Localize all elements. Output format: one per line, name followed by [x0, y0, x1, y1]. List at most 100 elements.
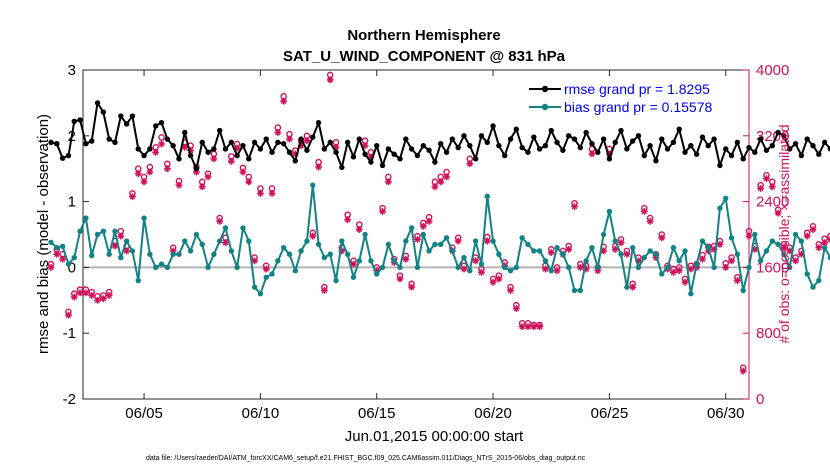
rmse-point	[71, 118, 77, 125]
rmse-point	[583, 129, 589, 136]
bias-point	[693, 261, 700, 267]
obs-assimilated-point	[542, 265, 549, 273]
rmse-point	[693, 151, 700, 157]
bias-point	[403, 238, 409, 244]
obs-assimilated-point	[524, 323, 532, 331]
rmse-point	[647, 142, 653, 149]
bias-point	[536, 248, 543, 254]
bias-point	[292, 267, 298, 274]
bias-point	[589, 244, 595, 251]
rmse-point	[141, 152, 147, 159]
x-tick-label: 06/05	[125, 405, 163, 422]
bias-point	[123, 238, 130, 244]
bias-point	[350, 274, 357, 280]
bias-point	[816, 277, 822, 284]
obs-assimilated-point	[716, 240, 724, 248]
bias-point	[222, 225, 229, 231]
bias-point	[414, 264, 421, 271]
bias-point	[606, 208, 613, 215]
obs-assimilated-point	[76, 289, 84, 297]
rmse-point	[728, 152, 735, 159]
rmse-point	[664, 146, 671, 152]
obs-assimilated-point	[402, 255, 410, 263]
bias-point	[455, 264, 461, 271]
obs-assimilated-point	[146, 168, 154, 176]
bias-point	[118, 254, 124, 261]
y-tick-label: 1	[68, 194, 76, 211]
rmse-point	[699, 134, 706, 140]
rmse-point	[228, 139, 235, 146]
bias-point	[199, 241, 205, 248]
obs-assimilated-point	[518, 323, 526, 331]
bias-point	[641, 254, 647, 261]
rmse-point	[467, 142, 473, 149]
bias-point	[397, 264, 403, 271]
obs-assimilated-point	[472, 257, 480, 265]
bias-point	[548, 267, 554, 274]
bias-point	[443, 235, 450, 241]
rmse-point	[182, 129, 188, 136]
bias-point	[775, 241, 781, 248]
obs-assimilated-point	[262, 265, 270, 273]
bias-point	[379, 264, 386, 271]
bias-point	[153, 264, 159, 271]
rmse-point	[257, 146, 264, 152]
bias-point	[164, 264, 171, 271]
obs-assimilated-point	[82, 289, 90, 297]
bias-point	[554, 244, 560, 251]
obs-assimilated-point	[739, 367, 747, 375]
obs-possible-point	[827, 232, 830, 240]
obs-assimilated-point	[483, 237, 491, 245]
bias-point	[484, 193, 490, 200]
y2-tick-label: 800	[756, 325, 781, 342]
bias-point	[321, 254, 328, 261]
bias-point	[664, 264, 671, 271]
rmse-point	[147, 146, 153, 152]
obs-assimilated-point	[699, 255, 706, 263]
bias-point	[542, 258, 549, 264]
rmse-point	[723, 146, 729, 152]
obs-assimilated-point	[786, 247, 794, 255]
bias-point	[205, 264, 211, 271]
rmse-point	[781, 133, 787, 139]
x-axis: 06/05 06/10 06/15 06/20 06/25 06/30	[125, 70, 745, 422]
obs-assimilated-point	[431, 183, 439, 191]
bias-point	[787, 264, 793, 271]
rmse-point	[374, 142, 380, 149]
y-tick-label: 3	[68, 62, 76, 79]
bias-point	[65, 261, 72, 267]
obs-assimilated-point	[239, 168, 247, 176]
obs-assimilated-point	[320, 287, 328, 294]
rmse-point	[472, 156, 479, 162]
obs-assimilated-point	[344, 216, 352, 224]
rmse-point	[403, 136, 409, 142]
obs-assimilated-point	[355, 226, 363, 233]
bias-point	[676, 258, 682, 264]
rmse-point	[449, 136, 456, 142]
legend: rmse grand pr = 1.8295 bias grand pr = 0…	[529, 81, 712, 115]
y2-tick-label: 3200	[756, 128, 789, 145]
bias-point	[723, 195, 729, 202]
bias-point	[408, 225, 415, 231]
y2-axis-label: # of obs: o=possible; ×=assimilated	[776, 124, 792, 343]
obs-assimilated-point	[553, 267, 561, 275]
rmse-point	[48, 139, 54, 146]
rmse-point	[792, 140, 799, 147]
rmse-point	[246, 156, 252, 162]
obs-assimilated-point	[129, 193, 136, 201]
rmse-point	[432, 159, 438, 165]
rmse-point	[653, 158, 659, 164]
bias-point	[647, 248, 653, 254]
bias-point	[618, 251, 624, 257]
bias-point	[158, 261, 165, 267]
rmse-point	[542, 142, 549, 149]
bias-point	[513, 264, 520, 271]
bias-point	[391, 258, 397, 264]
y-axis-right: 0 800 1600 2400 3200 4000	[743, 62, 789, 408]
rmse-point	[327, 139, 333, 146]
rmse-point	[688, 142, 694, 149]
y2-tick-label: 2400	[756, 194, 789, 211]
obs-assimilated-point	[309, 232, 317, 240]
obs-assimilated-point	[245, 178, 253, 186]
obs-assimilated-point	[268, 189, 276, 197]
